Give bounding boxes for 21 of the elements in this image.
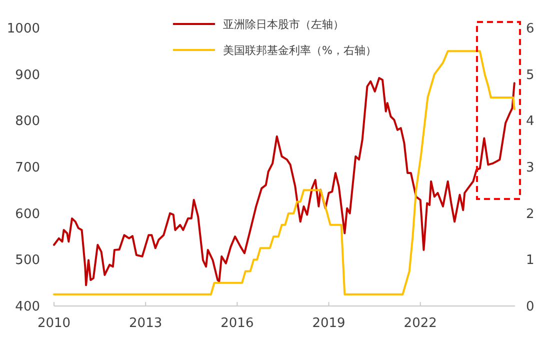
y-tick-label: 800 [15, 114, 40, 130]
x-tick-label: 2010 [37, 316, 71, 331]
y2-tick-label: 0 [526, 300, 534, 315]
y2-tick-label: 6 [526, 22, 534, 37]
x-tick-label: 2016 [220, 316, 254, 331]
y2-tick-label: 2 [526, 206, 534, 222]
x-tick-label: 2022 [404, 316, 437, 331]
y2-tick-label: 4 [526, 114, 534, 130]
y2-tick-label: 3 [526, 160, 534, 176]
y2-tick-label: 5 [526, 68, 534, 83]
legend-label: 亚洲除日本股市（左轴） [223, 18, 344, 31]
legend-label: 美国联邦基金利率（%，右轴） [223, 44, 376, 57]
y2-tick-label: 1 [526, 253, 534, 268]
x-tick-label: 2019 [312, 316, 346, 331]
y-tick-label: 400 [15, 300, 40, 315]
x-tick-label: 2013 [129, 316, 162, 331]
y-tick-label: 1000 [6, 22, 40, 37]
y-tick-label: 900 [15, 68, 40, 83]
y-tick-label: 700 [15, 160, 40, 176]
y-tick-label: 600 [15, 206, 40, 222]
y-tick-label: 500 [15, 253, 40, 268]
